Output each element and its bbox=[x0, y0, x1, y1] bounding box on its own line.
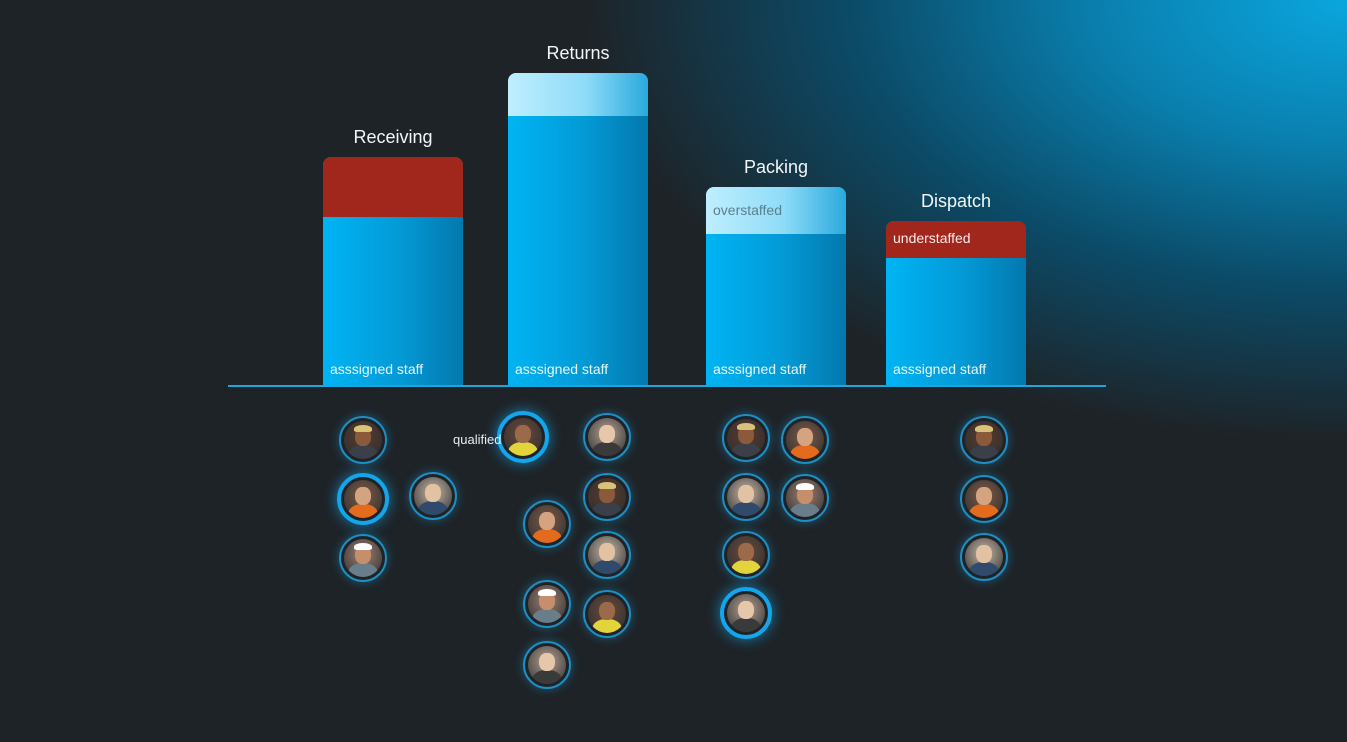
worker-photo bbox=[504, 418, 542, 456]
staff-avatar[interactable] bbox=[409, 472, 457, 520]
status-label-understaffed: understaffed bbox=[893, 230, 971, 247]
worker-photo bbox=[344, 539, 382, 577]
chart-baseline bbox=[228, 385, 1106, 387]
staff-avatar[interactable] bbox=[583, 413, 631, 461]
staff-avatar[interactable] bbox=[722, 414, 770, 462]
worker-photo bbox=[588, 595, 626, 633]
worker-photo bbox=[786, 421, 824, 459]
staff-avatar[interactable] bbox=[722, 473, 770, 521]
worker-photo bbox=[528, 505, 566, 543]
staff-avatar[interactable] bbox=[960, 475, 1008, 523]
bar-receiving: asssigned staff bbox=[323, 156, 463, 386]
staff-avatar[interactable] bbox=[960, 533, 1008, 581]
staff-avatar[interactable] bbox=[960, 416, 1008, 464]
assigned-staff-label: asssigned staff bbox=[515, 360, 609, 377]
bar-returns: asssigned staff bbox=[508, 72, 648, 386]
staff-avatar[interactable] bbox=[583, 473, 631, 521]
bar-segment-overstaffed: overstaffed bbox=[706, 187, 846, 235]
department-title-dispatch: Dispatch bbox=[920, 190, 992, 211]
staff-avatar[interactable] bbox=[720, 587, 772, 639]
staff-avatar[interactable] bbox=[523, 500, 571, 548]
staff-avatar[interactable] bbox=[722, 531, 770, 579]
bar-dispatch: understaffed asssigned staff bbox=[886, 220, 1026, 386]
worker-photo bbox=[414, 477, 452, 515]
assigned-staff-label: asssigned staff bbox=[713, 360, 807, 377]
staff-avatar[interactable] bbox=[781, 416, 829, 464]
worker-photo bbox=[528, 585, 566, 623]
department-title-packing: Packing bbox=[743, 157, 809, 178]
bar-segment-overstaffed bbox=[508, 72, 648, 117]
worker-photo bbox=[786, 479, 824, 517]
worker-photo bbox=[528, 646, 566, 684]
status-label-overstaffed: overstaffed bbox=[713, 201, 783, 218]
staff-avatar[interactable] bbox=[339, 416, 387, 464]
qualified-label: qualified bbox=[453, 432, 502, 447]
worker-photo bbox=[344, 421, 382, 459]
department-title-receiving: Receiving bbox=[353, 126, 433, 147]
worker-photo bbox=[727, 536, 765, 574]
staff-avatar[interactable] bbox=[583, 590, 631, 638]
worker-photo bbox=[965, 538, 1003, 576]
assigned-staff-label: asssigned staff bbox=[330, 360, 424, 377]
worker-photo bbox=[727, 478, 765, 516]
staff-avatar[interactable] bbox=[523, 641, 571, 689]
worker-photo bbox=[727, 594, 765, 632]
bar-segment-understaffed bbox=[323, 156, 463, 218]
worker-photo bbox=[588, 418, 626, 456]
worker-photo bbox=[344, 480, 382, 518]
staff-avatar[interactable] bbox=[339, 534, 387, 582]
bar-packing: overstaffed asssigned staff bbox=[706, 187, 846, 386]
staff-avatar[interactable] bbox=[583, 531, 631, 579]
worker-photo bbox=[965, 421, 1003, 459]
worker-photo bbox=[727, 419, 765, 457]
worker-photo bbox=[588, 536, 626, 574]
staff-avatar[interactable] bbox=[337, 473, 389, 525]
staff-avatar[interactable] bbox=[497, 411, 549, 463]
staff-avatar[interactable] bbox=[523, 580, 571, 628]
worker-photo bbox=[965, 480, 1003, 518]
bar-segment-understaffed: understaffed bbox=[886, 220, 1026, 258]
department-title-returns: Returns bbox=[546, 42, 610, 63]
assigned-staff-label: asssigned staff bbox=[893, 360, 987, 377]
worker-photo bbox=[588, 478, 626, 516]
staff-avatar[interactable] bbox=[781, 474, 829, 522]
